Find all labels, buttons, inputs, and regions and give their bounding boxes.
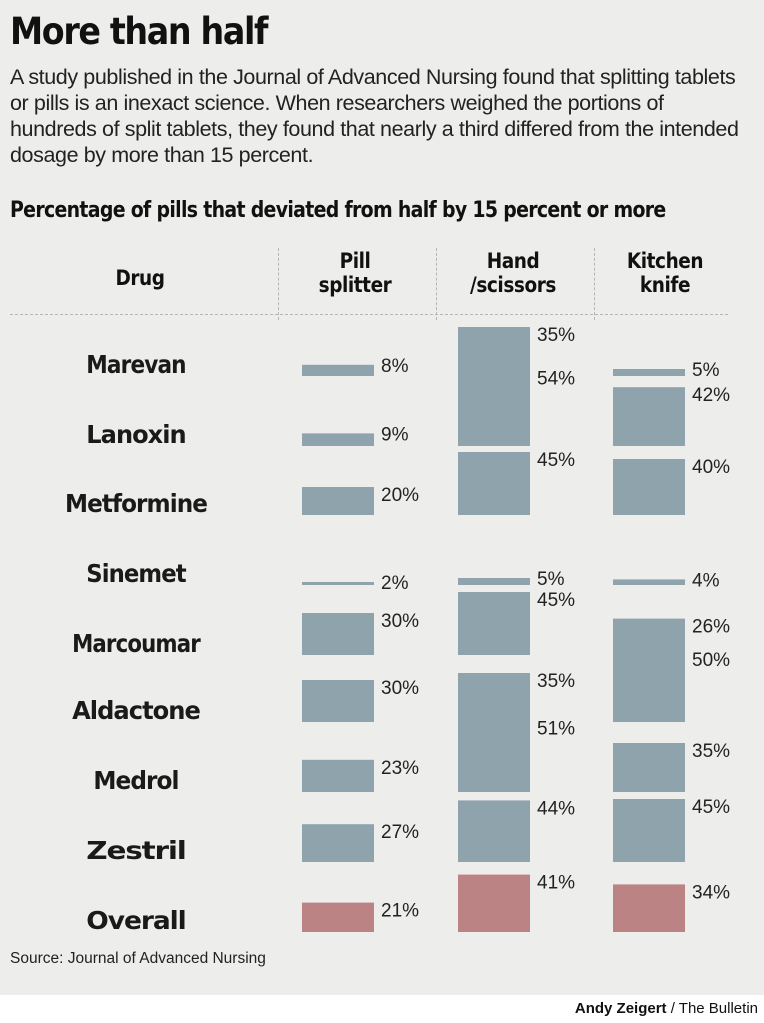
credit-outlet: / The Bulletin [666,1000,758,1017]
bar-pill-splitter-overall [302,902,374,932]
column-divider [278,248,279,320]
bar-pill-splitter-marcoumar [302,613,374,655]
credit: Andy Zeigert / The Bulletin [575,1000,758,1017]
source-note: Source: Journal of Advanced Nursing [10,950,266,967]
value-label-hand-scissors-sinemet: 5% [537,569,565,590]
value-label-pill-splitter-lanoxin: 9% [381,424,409,445]
value-label-hand-scissors-medrol: 51% [537,719,575,740]
chart-title: Percentage of pills that deviated from h… [10,198,666,223]
header-divider [10,314,728,315]
drug-label-lanoxin: Lanoxin [86,420,185,449]
value-label-pill-splitter-aldactone: 30% [381,678,419,699]
value-label-pill-splitter-medrol: 23% [381,758,419,779]
bar-hand-scissors-lanoxin [458,370,530,446]
value-label-hand-scissors-metformine: 45% [537,450,575,471]
value-label-pill-splitter-marcoumar: 30% [381,611,419,632]
value-label-kitchen-knife-metformine: 40% [692,457,730,478]
hand-scissors-column-header: Hand /scissors [470,249,556,297]
bar-pill-splitter-metformine [302,487,374,515]
value-label-kitchen-knife-lanoxin: 42% [692,385,730,406]
bar-pill-splitter-marevan [302,364,374,376]
bar-pill-splitter-medrol [302,759,374,792]
kitchen-knife-column-header: Kitchen knife [626,249,704,297]
drug-label-metformine: Metformine [65,489,207,518]
bar-hand-scissors-marcoumar [458,592,530,655]
bar-pill-splitter-lanoxin [302,433,374,446]
drug-label-medrol: Medrol [93,766,178,795]
bar-pill-splitter-zestril [302,824,374,862]
column-divider [594,248,595,320]
drug-label-marevan: Marevan [86,350,185,379]
drug-column-header: Drug [115,266,165,290]
bar-kitchen-knife-aldactone [613,652,685,722]
bar-pill-splitter-sinemet [302,582,374,585]
footer-bar: Andy Zeigert / The Bulletin [0,995,764,1023]
value-label-pill-splitter-zestril: 27% [381,822,419,843]
bar-kitchen-knife-marcoumar [613,618,685,655]
drug-label-sinemet: Sinemet [86,559,186,588]
value-label-pill-splitter-sinemet: 2% [381,573,409,594]
value-label-hand-scissors-overall: 41% [537,873,575,894]
credit-author: Andy Zeigert [574,1000,667,1017]
value-label-kitchen-knife-medrol: 35% [692,741,730,762]
value-label-pill-splitter-metformine: 20% [381,485,419,506]
bar-chart: Marevan Lanoxin Metformine Sinemet Marcoumar… [65,325,730,935]
value-label-kitchen-knife-overall: 34% [692,882,730,903]
bar-hand-scissors-marevan [458,327,530,376]
value-label-hand-scissors-lanoxin: 54% [537,368,575,389]
value-label-kitchen-knife-marcoumar: 26% [692,617,730,638]
intro-paragraph: A study published in the Journal of Adva… [10,65,739,167]
bar-hand-scissors-medrol [458,720,530,792]
value-label-kitchen-knife-zestril: 45% [692,797,730,818]
bar-kitchen-knife-overall [613,884,685,932]
bar-hand-scissors-zestril [458,800,530,862]
bar-hand-scissors-aldactone [458,673,530,722]
bar-kitchen-knife-marevan [613,369,685,376]
bar-hand-scissors-overall [458,874,530,932]
value-label-pill-splitter-overall: 21% [381,901,419,922]
value-label-kitchen-knife-sinemet: 4% [692,570,720,591]
drug-label-aldactone: Aldactone [72,696,200,725]
bar-kitchen-knife-metformine [613,459,685,515]
bar-pill-splitter-aldactone [302,680,374,722]
value-label-hand-scissors-marcoumar: 45% [537,590,575,611]
pill-splitter-column-header: Pill splitter [318,249,392,297]
drug-label-marcoumar: Marcoumar [72,629,201,658]
value-label-hand-scissors-marevan: 35% [537,325,575,346]
value-label-pill-splitter-marevan: 8% [381,356,409,377]
bar-kitchen-knife-lanoxin [613,387,685,446]
value-label-kitchen-knife-aldactone: 50% [692,650,730,671]
bar-hand-scissors-sinemet [458,578,530,585]
bar-kitchen-knife-medrol [613,743,685,792]
bar-kitchen-knife-zestril [613,799,685,862]
bar-kitchen-knife-sinemet [613,579,685,585]
value-label-hand-scissors-aldactone: 35% [537,671,575,692]
value-label-hand-scissors-zestril: 44% [537,798,575,819]
drug-label-overall: Overall [86,906,185,935]
drug-label-zestril: Zestril [86,836,185,865]
bar-hand-scissors-metformine [458,452,530,515]
page-title: More than half [10,10,269,53]
column-divider [436,248,437,320]
value-label-kitchen-knife-marevan: 5% [692,360,720,381]
